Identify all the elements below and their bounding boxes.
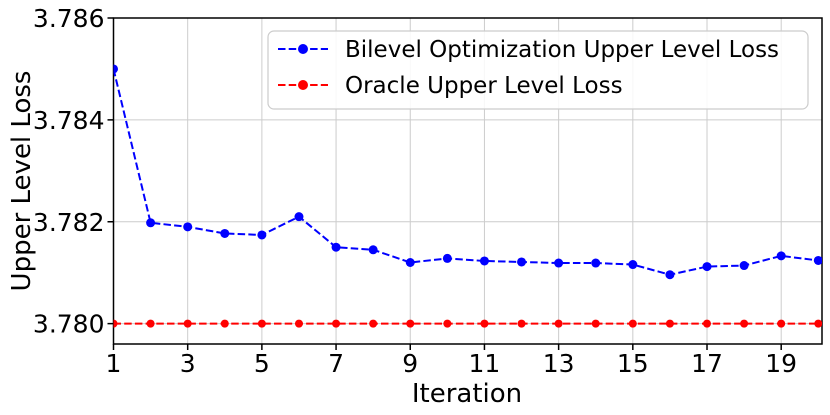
x-tick-label: 7: [328, 349, 344, 378]
data-point: [703, 319, 712, 328]
x-tick-label: 1: [106, 349, 122, 378]
data-point: [442, 253, 452, 263]
data-point: [220, 228, 230, 238]
data-point: [443, 319, 452, 328]
legend-marker-icon: [298, 80, 308, 90]
y-tick-label: 3.786: [33, 4, 105, 33]
data-point: [479, 256, 489, 266]
data-point: [591, 258, 601, 268]
data-point: [480, 319, 489, 328]
data-point: [628, 260, 638, 270]
data-point: [369, 319, 378, 328]
data-point: [294, 319, 303, 328]
x-tick-label: 13: [543, 349, 575, 378]
data-point: [113, 319, 118, 328]
data-point: [628, 319, 637, 328]
data-point: [702, 262, 712, 272]
data-point: [146, 218, 156, 228]
series-line-bilevel: [113, 68, 819, 276]
data-point: [294, 212, 304, 222]
data-point: [332, 319, 341, 328]
data-point: [183, 222, 193, 232]
data-point: [220, 319, 229, 328]
data-point: [146, 319, 155, 328]
data-point: [406, 319, 415, 328]
legend-marker-icon: [298, 44, 308, 54]
legend-label: Bilevel Optimization Upper Level Loss: [345, 37, 779, 63]
data-point: [777, 319, 786, 328]
data-point: [554, 319, 563, 328]
data-point: [665, 319, 674, 328]
x-tick-label: 19: [765, 349, 797, 378]
data-point: [257, 319, 266, 328]
y-tick-label: 3.782: [33, 208, 105, 237]
data-point: [591, 319, 600, 328]
y-tick-label: 3.784: [33, 106, 105, 135]
data-point: [776, 251, 786, 261]
x-tick-label: 9: [402, 349, 418, 378]
legend: Bilevel Optimization Upper Level Loss Ora…: [267, 30, 809, 110]
data-point: [740, 319, 749, 328]
plot-border: [112, 17, 823, 345]
data-point: [368, 245, 378, 255]
data-point: [517, 257, 527, 267]
data-point: [331, 242, 341, 252]
legend-label: Oracle Upper Level Loss: [345, 73, 623, 99]
x-tick-label: 11: [469, 349, 501, 378]
x-tick-label: 15: [617, 349, 649, 378]
data-point: [739, 261, 749, 271]
data-point: [813, 255, 822, 265]
x-tick-label: 5: [254, 349, 270, 378]
x-tick-label: 17: [691, 349, 723, 378]
data-point: [554, 258, 564, 268]
x-axis-label: Iteration: [411, 379, 523, 409]
data-point: [405, 258, 415, 267]
y-tick-label: 3.780: [33, 310, 105, 339]
data-point: [517, 319, 526, 328]
y-axis-label: Upper Level Loss: [7, 70, 37, 292]
data-point: [113, 64, 118, 74]
data-point: [665, 270, 675, 280]
data-point: [814, 319, 822, 328]
legend-box: [267, 30, 809, 110]
x-tick-label: 3: [180, 349, 196, 378]
data-point: [183, 319, 192, 328]
data-point: [257, 230, 267, 240]
data-series: [113, 64, 822, 328]
